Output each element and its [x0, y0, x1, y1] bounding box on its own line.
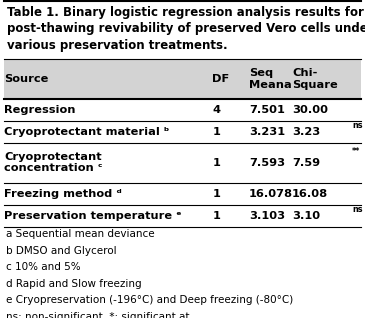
Text: Preservation temperature ᵉ: Preservation temperature ᵉ: [4, 211, 182, 221]
Text: a Sequential mean deviance: a Sequential mean deviance: [6, 229, 155, 239]
Text: Seq
Meana: Seq Meana: [249, 68, 292, 90]
Text: 4: 4: [212, 105, 220, 114]
Text: 30.00: 30.00: [292, 105, 328, 114]
Text: Freezing method ᵈ: Freezing method ᵈ: [4, 189, 122, 198]
Text: 1: 1: [212, 211, 220, 221]
Text: Cryoprotectant material ᵇ: Cryoprotectant material ᵇ: [4, 127, 170, 136]
Text: 3.103: 3.103: [249, 211, 285, 221]
Text: 1: 1: [212, 189, 220, 198]
Text: Source: Source: [4, 74, 49, 84]
Text: ns: non-significant, *: significant at: ns: non-significant, *: significant at: [6, 312, 193, 318]
Text: DF: DF: [212, 74, 230, 84]
Text: 1: 1: [212, 158, 220, 168]
Text: 7.501: 7.501: [249, 105, 285, 114]
Text: Table 1. Binary logistic regression analysis results for
post-thawing revivabili: Table 1. Binary logistic regression anal…: [7, 6, 365, 52]
Text: 7.593: 7.593: [249, 158, 285, 168]
Text: ns: ns: [352, 121, 363, 130]
Text: c 10% and 5%: c 10% and 5%: [6, 262, 81, 272]
Text: Cryoprotectant
concentration ᶜ: Cryoprotectant concentration ᶜ: [4, 152, 103, 173]
Text: 3.23: 3.23: [292, 127, 320, 136]
Text: d Rapid and Slow freezing: d Rapid and Slow freezing: [6, 279, 142, 289]
Text: ns: ns: [352, 205, 363, 214]
Text: Chi-
Square: Chi- Square: [292, 68, 338, 90]
Text: **: **: [352, 147, 361, 156]
Text: 16.078: 16.078: [249, 189, 293, 198]
Text: e Cryopreservation (-196°C) and Deep freezing (-80°C): e Cryopreservation (-196°C) and Deep fre…: [6, 295, 293, 305]
Bar: [4, 1, 361, 59]
Text: 7.59: 7.59: [292, 158, 320, 168]
Text: 3.10: 3.10: [292, 211, 320, 221]
Text: b DMSO and Glycerol: b DMSO and Glycerol: [6, 246, 117, 256]
Bar: [4, 59, 361, 99]
Text: 16.08: 16.08: [292, 189, 328, 198]
Text: 3.231: 3.231: [249, 127, 285, 136]
Text: Regression: Regression: [4, 105, 76, 114]
Text: 1: 1: [212, 127, 220, 136]
